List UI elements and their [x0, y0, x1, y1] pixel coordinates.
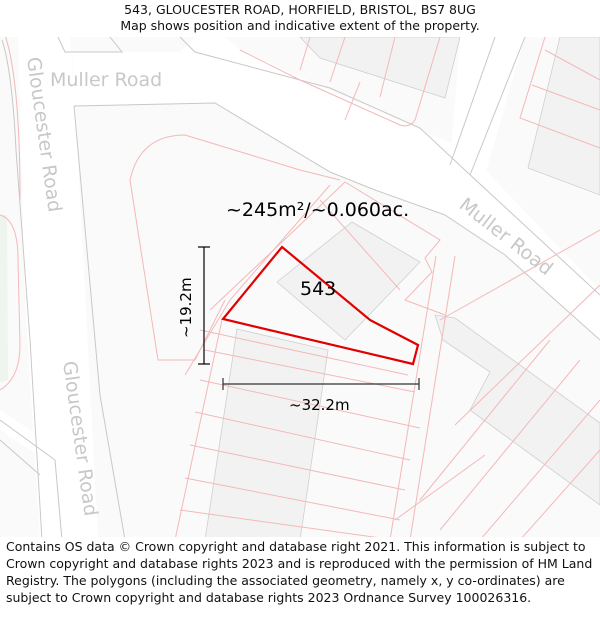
roads — [0, 37, 600, 537]
area-label: ~245m²/~0.060ac. — [226, 199, 409, 221]
width-dimension — [222, 378, 420, 390]
property-map[interactable]: Muller Road Gloucester Road Gloucester R… — [0, 37, 600, 537]
height-dimension-label: ~19.2m — [177, 277, 195, 338]
road-label-muller-top: Muller Road — [50, 69, 162, 91]
parcel-lines — [0, 37, 600, 537]
height-dimension — [198, 246, 210, 365]
width-dimension-label: ~32.2m — [289, 396, 350, 414]
property-address: 543, GLOUCESTER ROAD, HORFIELD, BRISTOL,… — [124, 2, 476, 17]
plot-number-label: 543 — [300, 278, 336, 300]
road-edges — [0, 37, 600, 537]
green-space — [0, 215, 8, 382]
copyright-notice: Contains OS data © Crown copyright and d… — [6, 539, 593, 605]
map-subtitle: Map shows position and indicative extent… — [120, 18, 480, 33]
map-header: 543, GLOUCESTER ROAD, HORFIELD, BRISTOL,… — [0, 0, 600, 37]
property-boundary[interactable] — [221, 245, 420, 366]
